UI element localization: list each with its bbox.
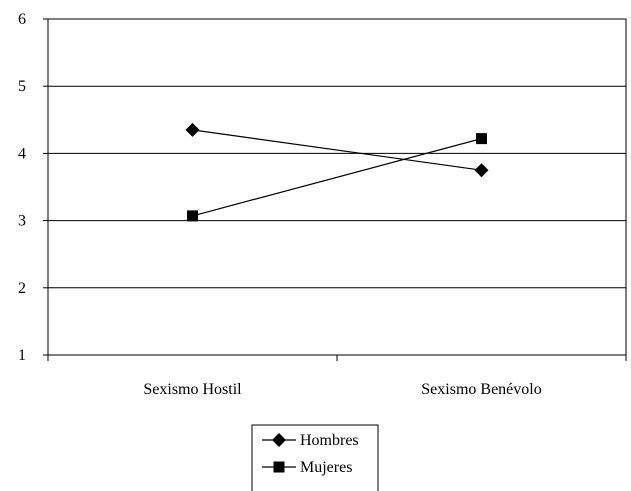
series-line-mujeres [192,138,482,217]
data-point-mujeres-1 [476,133,487,145]
y-tick-label-3: 3 [18,213,26,230]
series [185,122,489,222]
y-tick-label-5: 5 [18,78,26,95]
plot-area-frame [47,18,627,356]
legend-box [251,424,379,491]
legend-marker-mujeres [273,461,285,473]
axes: 1 2 3 4 5 6 Sexismo Hostil Sexismo Benévolo [18,11,627,398]
y-tick-label-1: 1 [18,347,26,364]
legend-marker-hombres [272,433,286,447]
gridlines [47,18,627,356]
series-line-hombres [192,129,482,171]
x-category-label-0: Sexismo Hostil [143,381,242,398]
data-point-mujeres-0 [187,210,198,222]
data-point-hombres-1 [474,163,489,178]
legend: Hombres Mujeres [251,424,379,491]
y-tick-label-2: 2 [18,280,26,297]
x-category-label-1: Sexismo Benévolo [421,381,541,398]
legend-label-hombres: Hombres [300,432,359,449]
y-tick-label-6: 6 [18,11,26,28]
data-point-hombres-0 [185,122,200,137]
y-tick-label-4: 4 [18,145,26,162]
legend-label-mujeres: Mujeres [300,459,352,476]
